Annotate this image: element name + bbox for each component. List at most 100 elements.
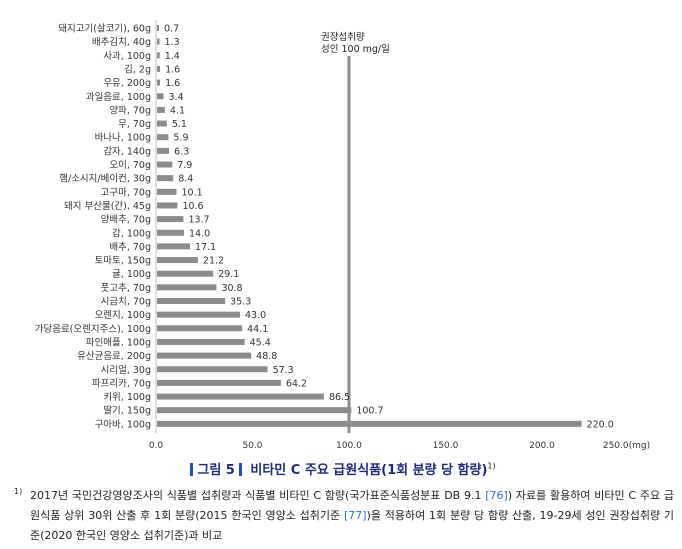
bar <box>157 93 164 100</box>
category-label: 오렌지, 100g <box>95 310 151 321</box>
category-label: 배추김치, 40g <box>92 36 151 48</box>
footnote: 1) 2017년 국민건강영양조사의 식품별 섭취량과 식품별 비타민 C 함량… <box>14 486 674 546</box>
category-label: 시리얼, 30g <box>101 365 151 376</box>
bar <box>157 188 177 195</box>
category-label: 우유, 200g <box>103 78 151 89</box>
data-label: 100.7 <box>356 406 383 417</box>
data-label: 64.2 <box>286 378 307 389</box>
bar <box>157 120 167 127</box>
bar <box>157 298 226 304</box>
bar <box>157 161 173 168</box>
data-label: 1.6 <box>165 64 180 75</box>
data-label: 35.3 <box>230 297 251 308</box>
category-label: 딸기, 150g <box>103 405 151 417</box>
bar <box>157 311 240 318</box>
data-label: 17.1 <box>195 242 216 253</box>
category-label: 키위, 100g <box>103 391 151 403</box>
bar <box>157 325 243 332</box>
bar <box>157 420 582 427</box>
footnote-part2: ) 자료를 활용하여 비타민 C 주요 급원식품 상위 30위 산출 후 1회 … <box>30 489 674 522</box>
data-label: 48.8 <box>256 351 277 362</box>
footnote-part3: )을 적용하여 1회 분량 당 함량 산출, 19-29세 성인 권장섭취량 기… <box>30 509 674 542</box>
title-right-mark <box>238 463 242 476</box>
bar <box>157 38 160 45</box>
data-label: 5.9 <box>173 133 188 144</box>
title-left-mark <box>190 463 194 476</box>
bar <box>157 338 245 345</box>
category-label: 가당음료(오렌지주스), 100g <box>35 324 151 335</box>
bar <box>157 25 159 31</box>
category-label: 양배추, 70g <box>101 215 151 226</box>
footnote-part1: 2017년 국민건강영양조사의 식품별 섭취량과 식품별 비타민 C 함량(국가… <box>30 489 486 502</box>
data-label: 14.0 <box>189 228 210 239</box>
bar <box>157 229 185 236</box>
bar <box>157 216 184 223</box>
category-label: 감, 100g <box>112 227 151 239</box>
data-label: 4.1 <box>170 105 185 116</box>
bar <box>157 379 281 386</box>
bar <box>157 284 217 291</box>
category-label: 김, 2g <box>124 63 151 75</box>
category-label: 토마토, 150g <box>95 256 151 267</box>
data-label: 1.4 <box>165 51 180 62</box>
category-label: 시금치, 70g <box>101 296 151 308</box>
data-label: 7.9 <box>177 160 192 171</box>
data-label: 1.3 <box>165 37 180 48</box>
category-label: 유산균음료, 200g <box>77 351 151 362</box>
data-label: 57.3 <box>273 365 294 376</box>
category-label: 사과, 100g <box>103 51 151 62</box>
bar <box>157 147 170 154</box>
bar <box>157 366 268 373</box>
data-label: 44.1 <box>247 324 268 335</box>
figure-title: 그림 5 비타민 C 주요 급원식품(1회 분량 당 함량)1) <box>0 459 682 478</box>
category-label: 돼지고기(살코기), 60g <box>58 24 151 35</box>
bar <box>157 79 161 86</box>
bar <box>157 175 174 182</box>
x-tick-label: 200.0 <box>529 441 555 451</box>
data-label: 6.3 <box>174 146 189 157</box>
figure-label: 그림 5 <box>197 463 235 478</box>
footnote-ref-76[interactable]: [76] <box>485 489 508 502</box>
bar <box>157 352 252 359</box>
category-label: 풋고추, 70g <box>101 283 151 294</box>
data-label: 21.2 <box>203 256 224 267</box>
category-label: 귤, 100g <box>112 269 151 280</box>
bar <box>157 134 169 141</box>
data-label: 29.1 <box>218 269 239 280</box>
bar <box>157 257 198 264</box>
x-tick-label: 150.0 <box>433 441 459 451</box>
category-label: 파인애플, 100g <box>86 337 151 348</box>
category-label: 파프리카, 70g <box>92 378 151 389</box>
data-label: 43.0 <box>245 310 266 321</box>
bar <box>157 270 214 277</box>
category-label: 배추, 70g <box>109 242 151 253</box>
data-label: 30.8 <box>221 283 242 294</box>
bar <box>157 65 161 72</box>
figure-title-text: 비타민 C 주요 급원식품(1회 분량 당 함량) <box>250 463 488 478</box>
bar <box>157 52 160 59</box>
x-tick-label: 50.0 <box>242 441 262 451</box>
bar <box>157 106 165 113</box>
reference-label-line2: 성인 100 mg/일 <box>321 44 390 55</box>
x-tick-label: 250.0(mg) <box>603 441 650 451</box>
category-label: 양파, 70g <box>109 105 151 116</box>
footnote-body: 2017년 국민건강영양조사의 식품별 섭취량과 식품별 비타민 C 함량(국가… <box>30 486 674 546</box>
category-label: 무, 70g <box>118 119 151 130</box>
x-tick-label: 100.0 <box>336 441 362 451</box>
bar <box>157 407 352 414</box>
figure-title-note: 1) <box>487 461 496 471</box>
category-label: 돼지 부산물(간), 45g <box>64 201 151 212</box>
category-label: 고구마, 70g <box>101 187 151 198</box>
data-label: 3.4 <box>169 92 184 103</box>
data-label: 5.1 <box>172 119 187 130</box>
data-label: 220.0 <box>587 419 614 430</box>
footnote-ref-77[interactable]: [77] <box>343 509 367 522</box>
x-tick-label: 0.0 <box>149 441 164 451</box>
data-label: 45.4 <box>250 337 271 348</box>
category-label: 오이, 70g <box>109 160 151 171</box>
reference-label-line1: 권장섭취량 <box>321 31 365 43</box>
data-label: 1.6 <box>165 78 180 89</box>
data-label: 0.7 <box>164 24 179 35</box>
category-label: 감자, 140g <box>103 145 151 157</box>
